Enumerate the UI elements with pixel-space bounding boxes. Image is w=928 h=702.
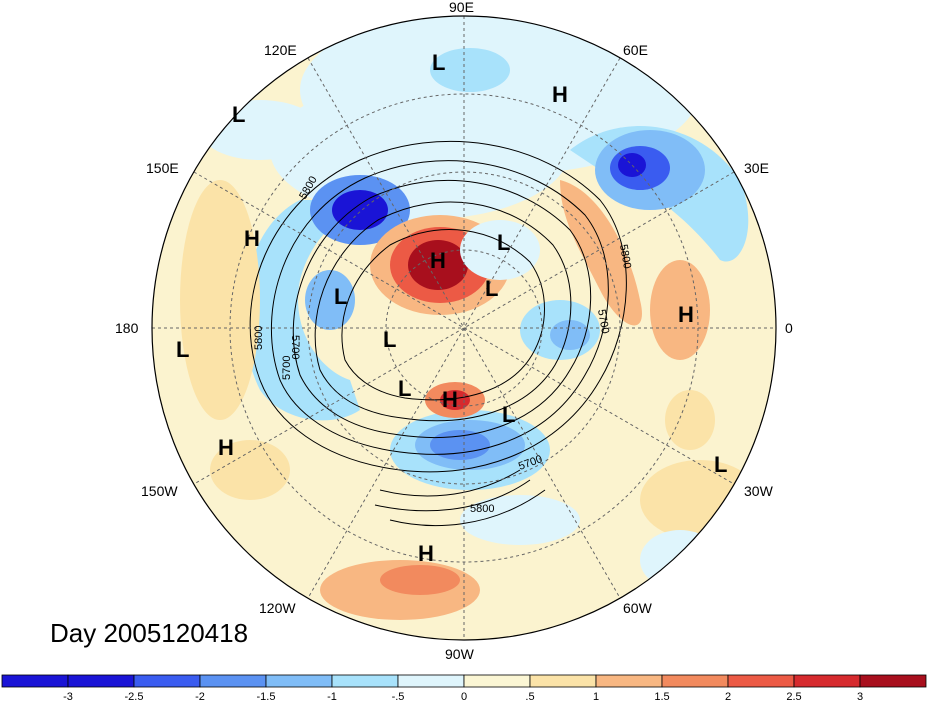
colorbar-box [199,674,267,688]
lon-label-150w: 150W [141,483,178,499]
high-center-marker: H [678,302,694,327]
lon-label-60e: 60E [623,42,648,58]
low-center-marker: L [176,337,189,362]
low-center-marker: L [232,102,245,127]
contour-label: 5800 [470,503,494,515]
contour-label: 5800 [253,326,265,350]
colorbar-box [133,674,201,688]
colorbar-box [265,674,333,688]
colorbar-tick-label: 2.5 [786,691,801,702]
map-boundary [151,15,777,641]
lon-label-90e: 90E [449,0,474,15]
contour-label: 5700 [281,356,293,380]
colorbar-tick-label: 1.5 [654,691,669,702]
high-center-marker: H [218,435,234,460]
low-center-marker: L [334,284,347,309]
high-center-marker: H [430,248,446,273]
colorbar-boxes [1,674,927,688]
high-center-marker: H [418,541,434,566]
graticule [152,16,776,640]
day-title: Day 2005120418 [50,618,249,648]
colorbar-box [859,674,927,688]
lon-label-90w: 90W [445,646,475,662]
colorbar-tick-label: 0 [461,691,467,702]
colorbar-tick-label: -2 [195,691,205,702]
contour-label: 5800 [617,243,633,269]
colorbar-tick-label: 3 [857,691,863,702]
colorbar-box [397,674,465,688]
pressure-centers: L H L H L H L L L H L L H L H H L H [176,50,727,566]
low-center-marker: L [485,276,498,301]
colorbar-box [661,674,729,688]
colorbar-tick-label: -1.5 [257,691,276,702]
colorbar-box [463,674,531,688]
lon-label-150e: 150E [146,160,179,176]
colorbar-tick-label: .5 [525,691,534,702]
longitude-labels: 90E 120E 60E 150E 30E 180 0 150W 30W 120… [115,0,793,662]
colorbar-box [529,674,597,688]
colorbar-tick-label: 2 [725,691,731,702]
colorbar-ticks: -3 -2.5 -2 -1.5 -1 -.5 0 .5 1 1.5 2 2.5 3 [63,691,863,702]
high-center-marker: H [442,387,458,412]
lon-label-30w: 30W [744,483,774,499]
height-contours [249,140,627,527]
colorbar-box [331,674,399,688]
low-center-marker: L [432,50,445,75]
colorbar-box [727,674,795,688]
low-center-marker: L [502,402,515,427]
colorbar-tick-label: 1 [593,691,599,702]
colorbar-tick-label: -2.5 [125,691,144,702]
low-center-marker: L [398,376,411,401]
colorbar-tick-label: -1 [327,691,337,702]
lon-label-60w: 60W [623,600,653,616]
contour-label: 5700 [595,308,611,334]
lon-label-120w: 120W [259,600,296,616]
colorbar: -3 -2.5 -2 -1.5 -1 -.5 0 .5 1 1.5 2 2.5 3 [1,674,927,702]
low-center-marker: L [714,452,727,477]
lon-label-0: 0 [785,320,793,336]
contour-label: 5700 [289,335,301,359]
colorbar-box [595,674,663,688]
lon-label-180: 180 [115,320,139,336]
colorbar-tick-label: -3 [63,691,73,702]
lon-label-30e: 30E [744,160,769,176]
lon-label-120e: 120E [264,42,297,58]
high-center-marker: H [244,226,260,251]
colorbar-tick-label: -.5 [392,691,405,702]
colorbar-box [1,674,69,688]
low-center-marker: L [497,230,510,255]
colorbar-box [67,674,135,688]
low-center-marker: L [383,327,396,352]
high-center-marker: H [552,82,568,107]
colorbar-box [793,674,861,688]
